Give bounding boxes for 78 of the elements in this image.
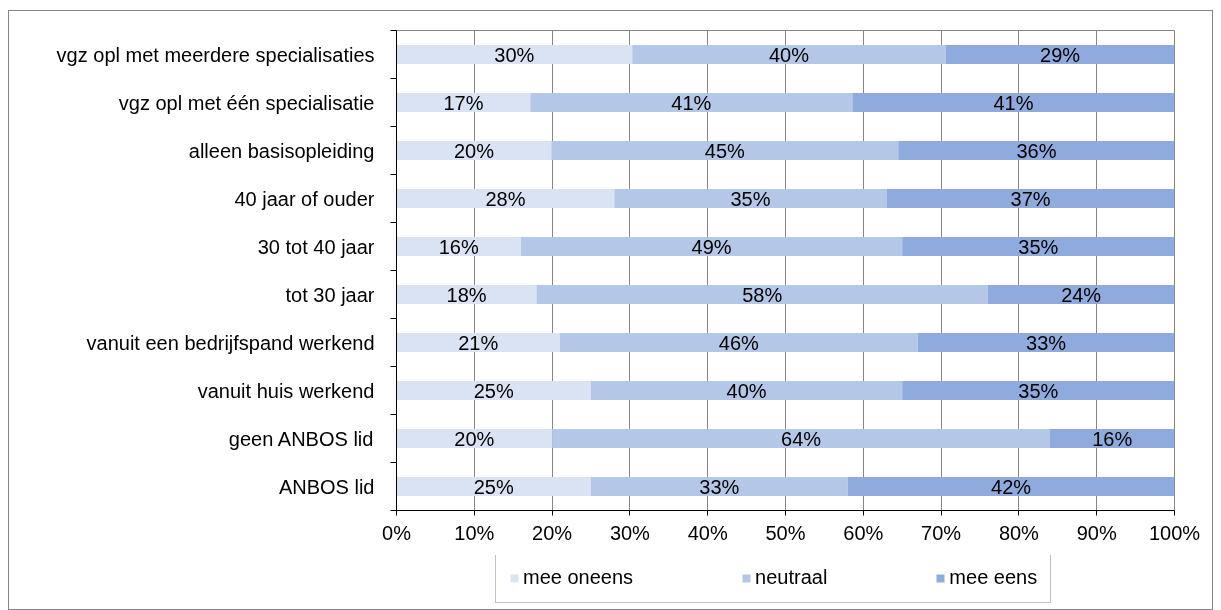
data-label: 35% [1018,379,1059,402]
x-tick-label: 50% [765,521,806,544]
bar [551,140,899,161]
bar [632,44,946,65]
y-tick-label: geen ANBOS lid [228,427,374,450]
data-label: 17% [443,91,484,114]
data-label: 42% [991,475,1032,498]
bar [917,332,1175,353]
x-tick-label: 0% [382,521,412,544]
data-label: 40% [726,379,767,402]
data-label: 45% [704,139,746,162]
data-label: 37% [1010,187,1051,210]
bar [898,140,1175,161]
y-tick-label: vgz opl met meerdere specialisaties [56,43,375,66]
data-label: 24% [1061,283,1102,306]
y-tick-label: vanuit een bedrijfspand werkend [86,331,375,354]
x-tick-label: 10% [454,521,495,544]
bar [559,332,918,353]
x-tick-label: 70% [921,521,962,544]
data-label: 25% [473,475,514,498]
x-tick-label: 100% [1148,521,1201,544]
bar [852,92,1175,113]
data-label: 41% [671,91,712,114]
y-tick-label: tot 30 jaar [285,283,375,306]
data-label: 16% [438,235,479,258]
bar [552,428,1051,449]
data-label: 21% [458,331,499,354]
bar [396,332,560,353]
data-label: 64% [781,427,822,450]
bar [945,44,1175,65]
data-label: 20% [454,427,495,450]
bar [396,188,615,209]
bar [902,380,1175,401]
x-tick-label: 90% [1076,521,1117,544]
bar [520,236,903,257]
data-label: 28% [485,187,526,210]
data-label: 58% [742,283,783,306]
data-label: 33% [699,475,740,498]
y-tick-label: 40 jaar of ouder [234,187,375,210]
bar [396,380,591,401]
data-label: 46% [718,331,760,354]
data-label: 33% [1026,331,1067,354]
x-tick-label: 40% [687,521,728,544]
data-label: 18% [446,283,487,306]
data-label: 35% [1018,235,1059,258]
data-label: 36% [1016,139,1057,162]
y-tick-label: vanuit huis werkend [197,379,375,402]
legend-label: neutraal [755,566,828,589]
y-tick-label: alleen basisopleiding [188,139,375,162]
bar [886,188,1175,209]
bar [614,188,887,209]
data-label: 29% [1040,43,1081,66]
data-label: 20% [453,139,495,162]
data-label: 30% [494,43,535,66]
bar [847,476,1175,497]
x-tick-label: 60% [843,521,884,544]
x-tick-label: 20% [532,521,573,544]
data-label: 35% [730,187,771,210]
y-tick-label: 30 tot 40 jaar [257,235,375,258]
y-tick-label: ANBOS lid [278,475,375,498]
x-tick-label: 30% [609,521,651,544]
bar [987,284,1175,305]
legend-label: mee oneens [523,566,634,589]
data-label: 41% [993,91,1034,114]
data-label: 49% [691,235,732,258]
bar [902,236,1175,257]
bar [530,92,853,113]
data-label: 25% [473,379,514,402]
legend-label: mee eens [949,566,1038,589]
bar [591,476,848,497]
y-tick-label: vgz opl met één specialisatie [118,91,375,114]
bar [396,44,633,65]
bar [536,284,988,305]
bar [396,476,591,497]
data-label: 40% [768,43,810,66]
bar [591,380,903,401]
x-tick-label: 80% [998,521,1040,544]
data-label: 16% [1092,427,1133,450]
